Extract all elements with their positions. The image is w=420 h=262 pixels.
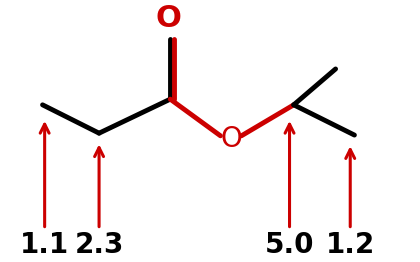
Text: O: O [155,4,181,33]
Text: 2.3: 2.3 [74,231,124,259]
Text: 1.2: 1.2 [326,231,375,259]
Text: 5.0: 5.0 [265,231,314,259]
Text: 1.1: 1.1 [20,231,69,259]
Text: O: O [220,125,242,153]
